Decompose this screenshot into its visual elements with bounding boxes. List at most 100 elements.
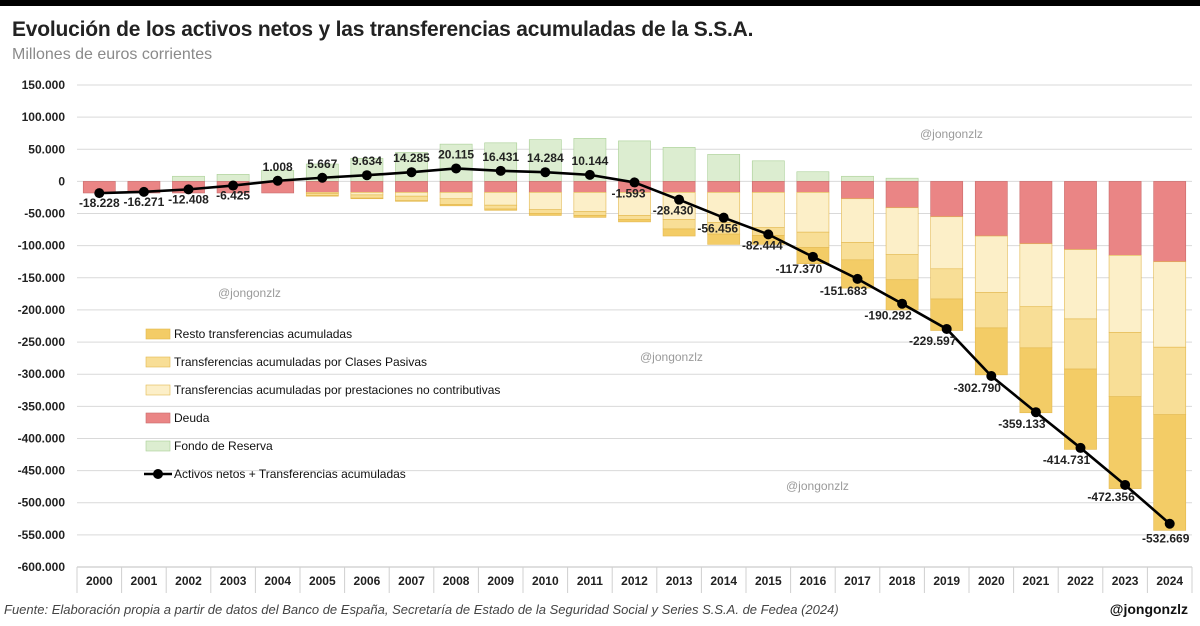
y-tick-label: -50.000 [24,207,65,221]
bar-clases-pasivas [618,215,651,220]
legend-label: Deuda [174,411,210,425]
bar-deuda [1153,181,1187,263]
bar-clases-pasivas [930,268,964,300]
data-label: 10.144 [572,154,609,168]
bar-resto [573,215,607,218]
data-label: -56.456 [697,222,738,236]
bar-resto [1153,414,1187,531]
legend-swatch-fondo-reserva [145,440,171,452]
bar-no-contributivas [573,192,607,212]
bar-resto [439,204,473,207]
x-tick-label: 2010 [532,574,559,588]
data-label: -229.597 [909,334,957,348]
bar-fondo-reserva [216,174,250,182]
bar-resto [305,195,339,197]
data-label: 9.634 [352,154,382,168]
line-point [629,177,640,188]
bar-clases-pasivas [484,204,518,210]
bars-layer [82,138,1187,531]
line-point [986,370,997,381]
bar-deuda [707,181,741,193]
data-label: 16.431 [482,150,519,164]
x-tick-label: 2016 [800,574,827,588]
bar-resto [395,200,428,202]
x-tick-label: 2014 [710,574,737,588]
line-point [584,169,595,180]
x-tick-label: 2023 [1112,574,1139,588]
y-tick-label: -500.000 [18,496,66,510]
line-point [272,175,283,186]
legend: Resto transferencias acumuladas Transfere… [144,327,500,481]
data-label: -12.408 [168,192,209,206]
data-label: -532.669 [1142,532,1190,546]
legend-swatch-deuda [145,412,171,424]
line-point [317,172,328,183]
bar-no-contributivas [751,192,785,228]
bar-no-contributivas [1153,261,1187,348]
bar-no-contributivas [395,192,428,197]
bar-no-contributivas [1019,243,1053,308]
x-tick-label: 2005 [309,574,336,588]
bar-deuda [350,181,384,193]
line-point [941,323,952,334]
bar-no-contributivas [350,192,384,196]
line-point [495,165,506,176]
bar-deuda [1108,181,1142,256]
bar-resto [484,208,518,211]
line-point [94,188,105,199]
line-point [897,298,908,309]
x-tick-label: 2020 [978,574,1005,588]
line-point [1164,518,1175,529]
x-tick-label: 2012 [621,574,648,588]
x-tick-label: 2000 [86,574,113,588]
y-tick-label: -550.000 [18,528,66,542]
data-label: -28.430 [653,204,694,218]
bar-clases-pasivas [841,242,874,261]
bar-deuda [796,181,830,193]
bar-deuda [841,181,874,200]
bar-deuda [1064,181,1097,250]
bar-resto [528,213,562,216]
bar-deuda [528,181,562,193]
bar-clases-pasivas [796,231,830,248]
x-tick-label: 2003 [220,574,247,588]
bar-fondo-reserva [172,175,205,182]
bar-fondo-reserva [439,143,473,182]
data-label: -414.731 [1043,453,1091,467]
bar-no-contributivas [930,216,964,270]
x-tick-label: 2008 [443,574,470,588]
bar-fondo-reserva [618,140,651,182]
bar-clases-pasivas [885,254,919,281]
line-point [451,163,462,174]
bar-resto [707,233,741,245]
bar-clases-pasivas [1064,318,1097,370]
watermarks-layer: @jongonzlz @jongonzlz @jongonzlz @jongonzlz [218,127,983,493]
source-note: Fuente: Elaboración propia a partir de d… [4,602,839,617]
bar-no-contributivas [1108,255,1142,333]
y-tick-label: -450.000 [18,464,66,478]
data-label: -190.292 [864,309,912,323]
y-tick-label: 0 [58,174,65,188]
bar-fondo-reserva [796,171,830,182]
x-tick-label: 2007 [398,574,425,588]
bar-clases-pasivas [439,198,473,205]
bar-deuda [484,181,518,193]
watermark-text: @jongonzlz [920,127,983,141]
data-label: 5.667 [307,157,337,171]
data-label: -82.444 [742,238,783,252]
bar-no-contributivas [796,192,830,233]
data-label: -359.133 [998,417,1046,431]
bar-no-contributivas [484,192,518,206]
legend-swatch-resto [145,328,171,340]
legend-label: Fondo de Reserva [174,439,273,453]
bar-deuda [930,181,964,218]
bar-clases-pasivas [395,195,428,201]
bar-deuda [974,181,1008,237]
data-label: -117.370 [776,262,823,276]
y-tick-label: -250.000 [18,335,66,349]
y-tick-label: -600.000 [18,560,66,574]
bar-no-contributivas [1064,249,1097,320]
bar-clases-pasivas [350,194,384,199]
bar-resto [1064,368,1097,450]
